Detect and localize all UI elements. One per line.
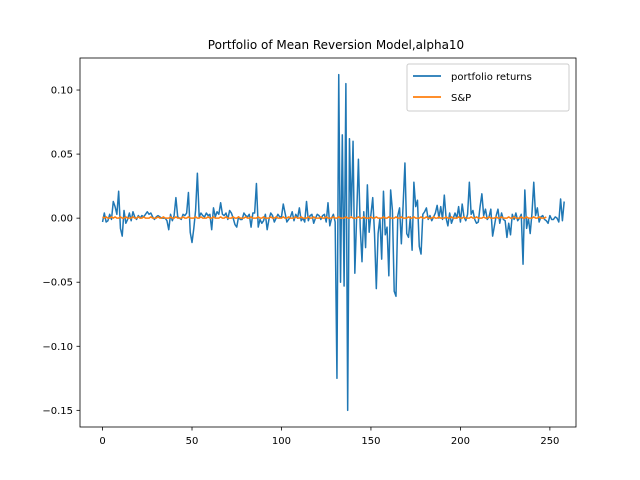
- x-tick-label: 0: [99, 436, 105, 447]
- x-tick-label: 200: [451, 436, 470, 447]
- legend: portfolio returns S&P: [406, 63, 570, 112]
- x-tick-label: 100: [272, 436, 291, 447]
- chart-title: Portfolio of Mean Reversion Model,alpha1…: [208, 38, 464, 52]
- y-axis: 0.10 0.05 0.00 −0.05 −0.10 −0.15: [42, 86, 80, 417]
- x-tick-label: 250: [540, 436, 559, 447]
- legend-label-portfolio-returns: portfolio returns: [451, 72, 532, 83]
- plot-area: [79, 57, 577, 428]
- x-axis: 0 50 100 150 200 250: [99, 427, 559, 447]
- series-line-sp: [102, 216, 547, 219]
- y-tick-label: 0.05: [51, 150, 73, 161]
- legend-label-sp: S&P: [451, 93, 471, 104]
- series-layer: [101, 73, 565, 412]
- y-tick-label: −0.10: [42, 342, 73, 353]
- y-tick-label: −0.15: [42, 406, 73, 417]
- y-tick-label: −0.05: [42, 278, 73, 289]
- x-tick-label: 150: [361, 436, 380, 447]
- axes-frame: [79, 57, 577, 428]
- x-tick-label: 50: [186, 436, 199, 447]
- legend-box: [406, 63, 570, 112]
- y-tick-label: 0.10: [51, 86, 73, 97]
- y-tick-label: 0.00: [51, 214, 73, 225]
